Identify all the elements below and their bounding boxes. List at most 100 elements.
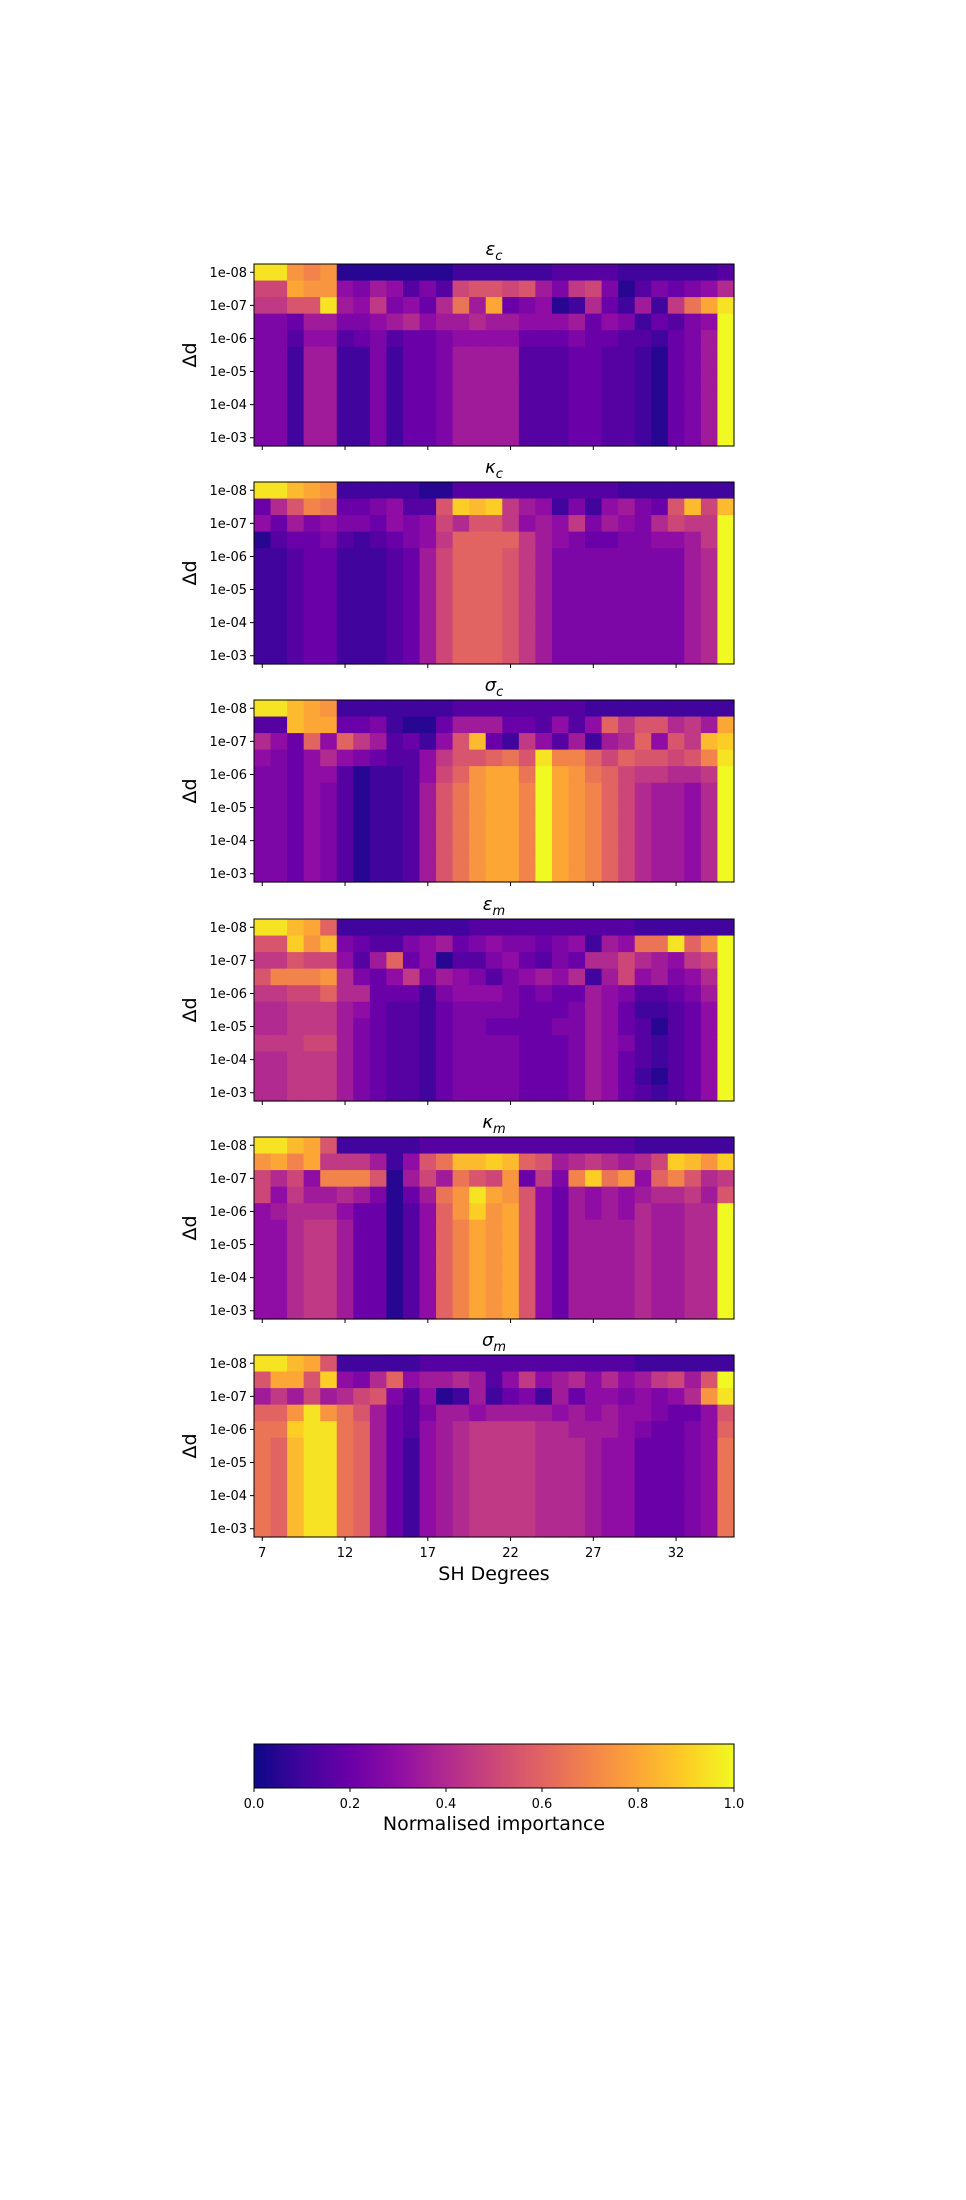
heatmap-cell (518, 614, 536, 632)
heatmap-cell (303, 597, 321, 615)
heatmap-cell (651, 1137, 669, 1155)
heatmap-cell (419, 515, 437, 533)
heatmap-cell (518, 968, 536, 986)
heatmap-cell (551, 1388, 570, 1406)
panel-frame (253, 699, 735, 883)
heatmap-cell (618, 1153, 636, 1171)
heatmap-cell (485, 1137, 503, 1155)
heatmap-cell (369, 330, 388, 348)
heatmap-cell (535, 700, 553, 718)
heatmap-cell (601, 564, 619, 582)
heatmap-cell (518, 412, 536, 431)
heatmap-cell (717, 564, 735, 582)
heatmap-cell (254, 815, 272, 833)
heatmap-cell (436, 1170, 454, 1188)
heatmap-cell (287, 531, 305, 549)
heatmap-cell (386, 1137, 404, 1155)
heatmap-cell (419, 548, 437, 566)
heatmap-cell (386, 1371, 404, 1389)
heatmap-cell (717, 1137, 735, 1155)
heatmap-cell (717, 766, 735, 784)
colorbar-tick-label: 0.6 (532, 1797, 553, 1812)
heatmap-cell (287, 1236, 305, 1254)
heatmap-cell (469, 346, 487, 364)
heatmap-cell (320, 330, 338, 348)
heatmap-cell (551, 429, 570, 447)
heatmap-cell (336, 614, 354, 632)
heatmap-cell (386, 1421, 404, 1439)
heatmap-cell (336, 1503, 354, 1522)
heatmap-cell (270, 985, 288, 1003)
heatmap-cell (518, 1153, 536, 1171)
heatmap-cell (518, 985, 536, 1003)
heatmap-cell (485, 297, 503, 315)
heatmap-cell (386, 297, 404, 315)
heatmap-cell (287, 1421, 305, 1439)
heatmap-cell (535, 531, 553, 549)
heatmap-cell (535, 919, 553, 937)
heatmap-cell (353, 1520, 371, 1538)
heatmap-cell (254, 1034, 272, 1052)
heatmap-cell (700, 766, 719, 784)
heatmap-cell (419, 766, 437, 784)
heatmap-cell (287, 1285, 305, 1304)
heatmap-cell (700, 531, 719, 549)
heatmap-cell (336, 968, 354, 986)
heatmap-cell (717, 935, 735, 953)
heatmap-cell (651, 1355, 669, 1373)
heatmap-cell (502, 564, 520, 582)
heatmap-cell (254, 782, 272, 800)
heatmap-cell (518, 630, 536, 649)
heatmap-cell (634, 564, 652, 582)
heatmap-cell (667, 848, 685, 867)
heatmap-cell (485, 952, 503, 970)
heatmap-cell (270, 1388, 288, 1406)
heatmap-cell (700, 733, 719, 751)
heatmap-cell (667, 346, 685, 364)
heatmap-cell (551, 280, 570, 298)
heatmap-cell (518, 1001, 536, 1019)
heatmap-cell (717, 1302, 735, 1320)
heatmap-cell (502, 1355, 520, 1373)
heatmap-cell (353, 1252, 371, 1270)
heatmap-cell (254, 412, 272, 431)
heatmap-cell (700, 396, 719, 414)
heatmap-cell (585, 1236, 603, 1254)
y-tick-label: 1e-04 (209, 616, 247, 631)
heatmap-cell (469, 1285, 487, 1304)
heatmap-cell (270, 330, 288, 348)
heatmap-cell (303, 1170, 321, 1188)
heatmap-cell (502, 1051, 520, 1069)
heatmap-cell (485, 799, 503, 817)
heatmap-cell (452, 614, 470, 632)
heatmap-cell (568, 264, 586, 282)
heatmap-cell (353, 1034, 371, 1052)
heatmap-cell (469, 1437, 487, 1455)
heatmap-cell (386, 597, 404, 615)
heatmap-cell (502, 1252, 520, 1270)
heatmap-cell (651, 1487, 669, 1505)
heatmap-cell (535, 498, 553, 516)
heatmap-cell (651, 1388, 669, 1406)
heatmap-cell (452, 1084, 470, 1102)
heatmap-cell (717, 1153, 735, 1171)
heatmap-cell (651, 1252, 669, 1270)
heatmap-cell (485, 1170, 503, 1188)
heatmap-cell (601, 733, 619, 751)
heatmap-cell (502, 1503, 520, 1522)
heatmap-cell (568, 1487, 586, 1505)
panel-title-sub: m (493, 904, 506, 919)
heatmap-cell (518, 1285, 536, 1304)
heatmap-cell (320, 1437, 338, 1455)
heatmap-cell (402, 985, 421, 1003)
heatmap-cell (369, 1302, 388, 1320)
heatmap-cell (320, 782, 338, 800)
heatmap-cell (700, 1153, 719, 1171)
heatmap-cell (303, 1285, 321, 1304)
heatmap-cell (700, 1001, 719, 1019)
heatmap-cell (353, 429, 371, 447)
heatmap-cell (303, 1487, 321, 1505)
heatmap-cell (502, 429, 520, 447)
heatmap-cell (320, 614, 338, 632)
heatmap-cell (502, 952, 520, 970)
